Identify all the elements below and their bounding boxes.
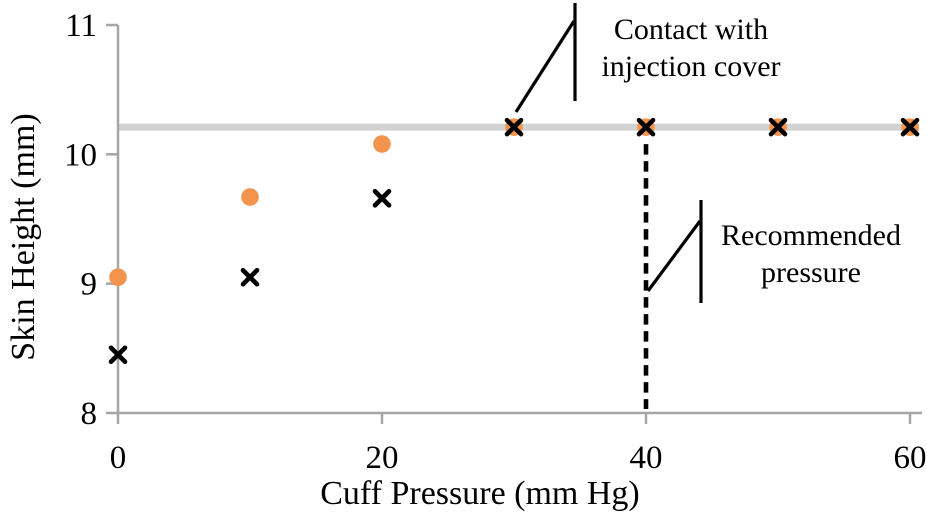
x-tick-label: 0 — [110, 440, 127, 476]
x-marker — [372, 189, 392, 208]
x-marker — [636, 117, 656, 137]
annotation-recommended-line2: pressure — [761, 256, 861, 289]
x-marker — [900, 117, 920, 137]
x-tick-label: 20 — [366, 440, 399, 476]
x-marker — [108, 345, 128, 365]
annotation-recommended-line1: Recommended — [721, 219, 901, 252]
x-marker — [240, 267, 260, 287]
circle-marker — [241, 188, 259, 206]
contact-callout-diagonal — [514, 20, 576, 113]
annotation-contact-line2: injection cover — [601, 50, 781, 83]
y-tick-label: 9 — [81, 267, 98, 303]
y-tick-label: 8 — [81, 396, 98, 432]
x-tick-label: 40 — [630, 440, 663, 476]
x-tick-label: 60 — [894, 440, 927, 476]
annotation-recommended-pressure: Recommended pressure — [704, 217, 918, 291]
circle-marker — [373, 135, 391, 153]
x-marker — [504, 117, 524, 137]
y-tick-label: 10 — [64, 137, 97, 173]
x-marker — [768, 117, 788, 137]
annotation-contact-with-injection-cover: Contact with injection cover — [584, 11, 798, 85]
annotation-contact-line1: Contact with — [613, 13, 769, 46]
x-axis-title: Cuff Pressure (mm Hg) — [320, 475, 640, 512]
circle-marker — [109, 268, 127, 287]
y-axis-title: Skin Height (mm) — [5, 113, 42, 361]
recommended-callout-diagonal — [646, 220, 702, 292]
y-tick-label: 11 — [65, 8, 97, 44]
